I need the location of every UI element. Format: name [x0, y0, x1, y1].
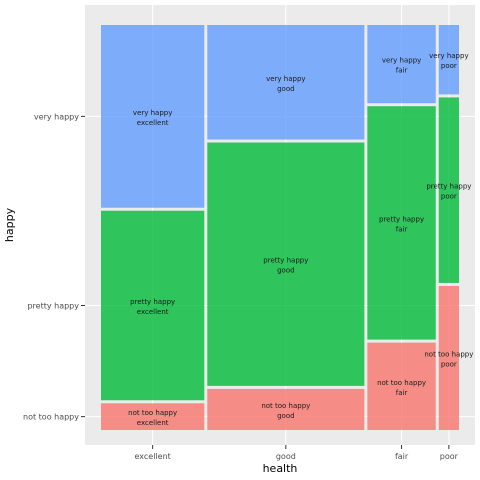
tile-very-happy-poor [438, 25, 459, 95]
x-tick-label: good [276, 452, 296, 461]
tile-label-line1: pretty happy [379, 215, 424, 223]
tile-label-line2: excellent [137, 308, 169, 316]
tile-label-line1: not too happy [261, 402, 310, 410]
tile-not-too-happy-excellent [101, 403, 205, 430]
tile-label-line1: pretty happy [263, 257, 308, 265]
tile-label-line2: good [277, 267, 294, 275]
tile-label-line2: excellent [137, 419, 169, 427]
tile-label-line1: very happy [429, 52, 468, 60]
tile-pretty-happy-excellent [101, 210, 205, 401]
y-axis-title: happy [3, 207, 16, 242]
tile-label-line1: very happy [266, 75, 305, 83]
mosaic-tiles [101, 25, 459, 430]
tile-label-line1: pretty happy [426, 183, 471, 191]
tile-label-line2: fair [396, 225, 408, 233]
x-tick-label: poor [440, 452, 459, 461]
tile-labels: not too happy excellent pretty happy excell… [128, 52, 473, 427]
tile-label-line1: not too happy [424, 350, 473, 358]
y-axis: not too happy pretty happy very happy [23, 112, 85, 422]
tile-very-happy-excellent [101, 25, 205, 208]
x-tick-label: fair [395, 452, 409, 461]
tile-not-too-happy-fair [367, 342, 436, 430]
y-tick-label: not too happy [23, 413, 79, 422]
tile-label-line2: good [277, 85, 294, 93]
tile-very-happy-fair [367, 25, 436, 104]
x-axis: excellent good fair poor [135, 445, 459, 461]
tile-label-line1: very happy [133, 109, 172, 117]
tile-pretty-happy-poor [438, 97, 459, 283]
tile-label-line2: good [277, 412, 294, 420]
y-tick-label: pretty happy [27, 302, 79, 311]
x-tick-label: excellent [135, 452, 171, 461]
x-axis-title: health [263, 462, 298, 475]
tile-not-too-happy-poor [438, 285, 459, 430]
tile-very-happy-good [207, 25, 365, 140]
tile-label-line2: fair [396, 389, 408, 397]
tile-label-line1: not too happy [128, 409, 177, 417]
tile-label-line2: poor [441, 193, 457, 201]
tile-label-line1: not too happy [377, 379, 426, 387]
y-tick-label: very happy [34, 112, 79, 121]
tile-not-too-happy-good [207, 388, 365, 430]
tile-label-line1: pretty happy [130, 298, 175, 306]
tile-label-line2: poor [441, 360, 457, 368]
tile-pretty-happy-good [207, 142, 365, 386]
tile-pretty-happy-fair [367, 106, 436, 340]
tile-label-line2: fair [396, 67, 408, 75]
tile-label-line2: excellent [137, 119, 169, 127]
tile-label-line1: very happy [382, 57, 421, 65]
tile-label-line2: poor [441, 62, 457, 70]
